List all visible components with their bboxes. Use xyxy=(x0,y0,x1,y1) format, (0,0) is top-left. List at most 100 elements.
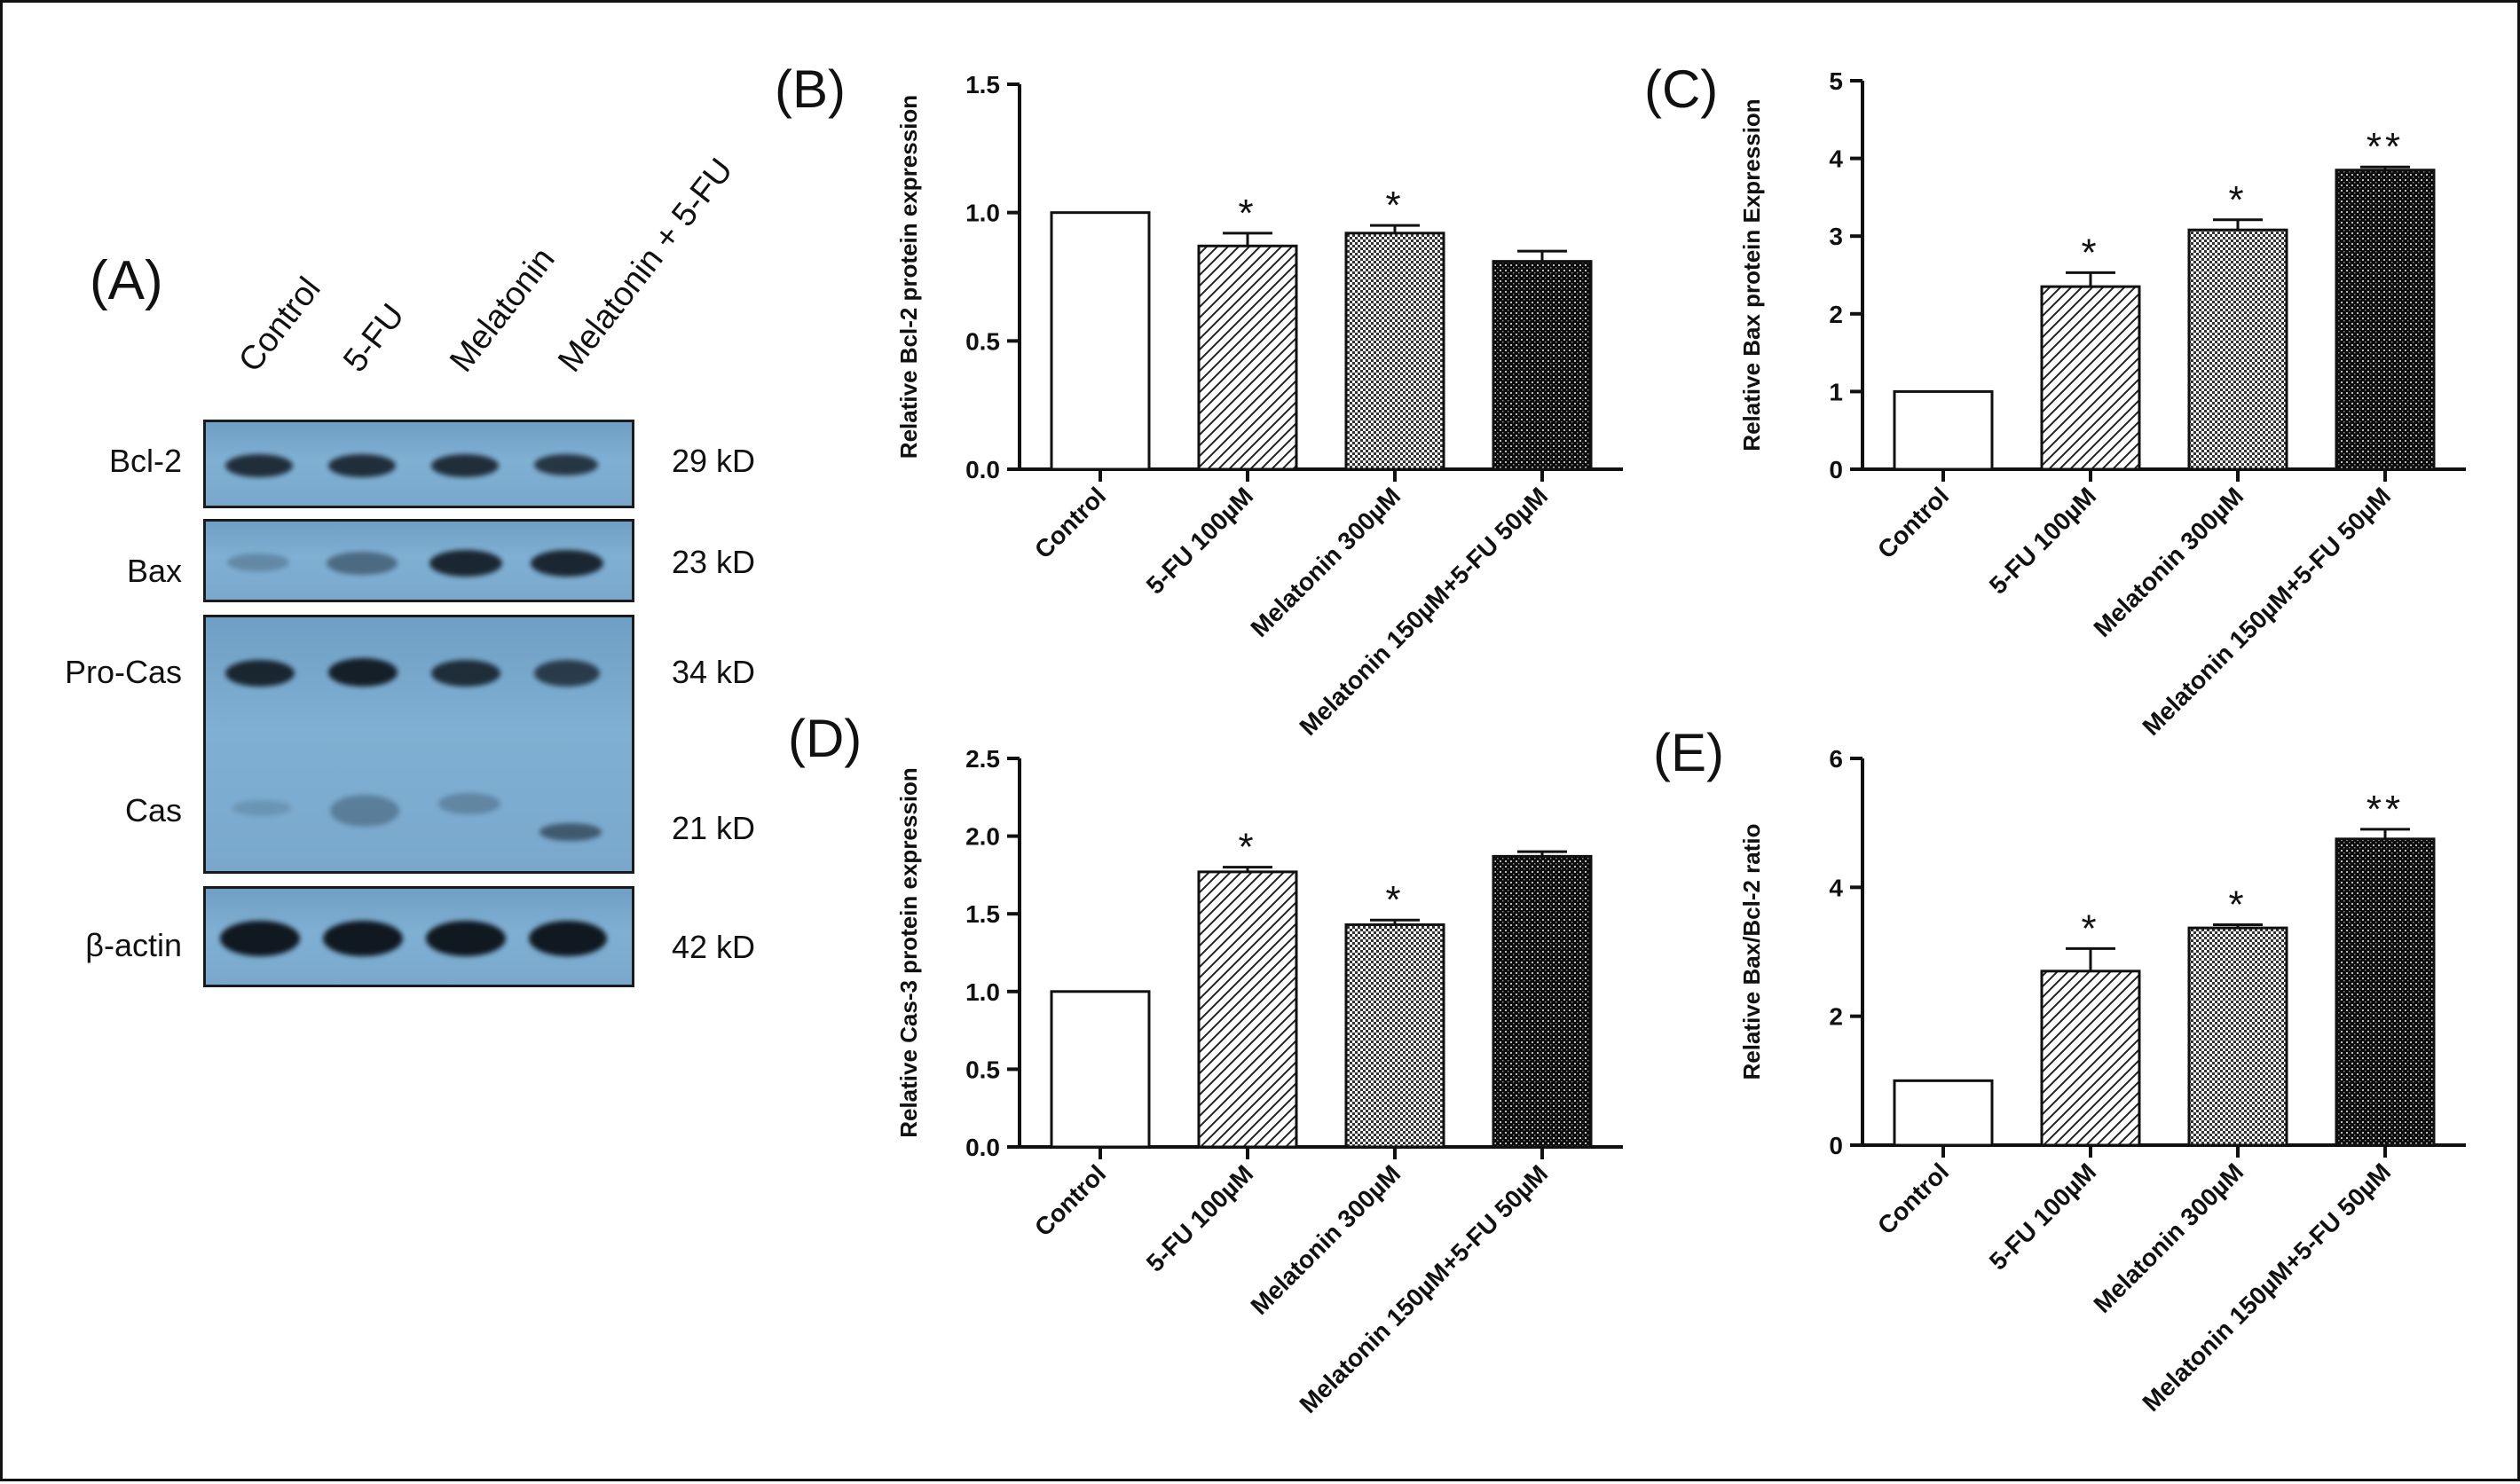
chart-b-ylabel: Relative Bcl-2 protein expression xyxy=(895,95,922,459)
panel-a-western-blot: (A) Control 5-FU Melatonin Melatonin + 5… xyxy=(3,3,801,1484)
band-procas-lane1 xyxy=(225,660,295,687)
chart-b-bar xyxy=(1050,211,1151,471)
band-bactin-lane3 xyxy=(426,921,506,956)
band-bcl2-lane2 xyxy=(328,454,396,477)
band-cas-lane1 xyxy=(232,800,291,816)
protein-label-bcl2: Bcl-2 xyxy=(108,443,182,479)
blot-strip-bax xyxy=(203,519,634,602)
chart-e-bar xyxy=(2040,970,2141,1147)
chart-d-ylabel: Relative Cas-3 protein expression xyxy=(895,767,922,1138)
chart-b-ytick-label: 1.0 xyxy=(965,200,1000,227)
chart-c-xtick-label: Melatonin 300µM xyxy=(2088,482,2248,642)
band-bcl2-lane1 xyxy=(225,454,293,477)
chart-d-ytick-label: 2.5 xyxy=(965,745,1000,773)
chart-b-significance: * xyxy=(1238,192,1256,235)
chart-e-significance: * xyxy=(2228,883,2247,926)
bar-charts: (B) 0.0 0.5 1.0 1.5 Relative Bcl-2 protein ex… xyxy=(775,59,2466,1418)
chart-b-ytick-label: 0.0 xyxy=(965,456,1000,483)
chart-e-ytick-label: 2 xyxy=(1829,1003,1843,1031)
band-bax-lane3 xyxy=(429,550,502,577)
chart-c-ytick-label: 0 xyxy=(1829,456,1843,483)
band-bactin-lane1 xyxy=(220,921,300,956)
chart-e-xtick-label: Melatonin 150µM+5-FU 50µM xyxy=(2138,1158,2397,1417)
band-bcl2-lane4 xyxy=(534,454,598,475)
chart-c-ytick-label: 2 xyxy=(1829,301,1843,328)
chart-e-significance: * xyxy=(2081,907,2099,950)
chart-c-ytick-label: 4 xyxy=(1829,145,1843,173)
band-bcl2-lane3 xyxy=(431,454,499,477)
band-procas-lane2 xyxy=(328,658,398,687)
chart-d-bar xyxy=(1344,923,1445,1149)
chart-c-ylabel: Relative Bax protein Expression xyxy=(1738,98,1765,451)
chart-e-significance: ** xyxy=(2366,788,2404,831)
chart-c-xtick-label: 5-FU 100µM xyxy=(1984,482,2101,599)
chart-b-xtick-label: Melatonin 150µM+5-FU 50µM xyxy=(1295,482,1554,741)
chart-e-ylabel: Relative Bax/Bcl-2 ratio xyxy=(1738,823,1765,1080)
kd-label-bactin: 42 kD xyxy=(672,929,756,965)
chart-e-ytick-label: 6 xyxy=(1829,745,1843,773)
chart-c-bar xyxy=(1893,389,1994,471)
kd-label-bcl2: 29 kD xyxy=(672,443,756,479)
band-bax-lane4 xyxy=(531,550,603,577)
band-bax-lane2 xyxy=(327,552,398,575)
panel-a-letter: (A) xyxy=(90,250,163,311)
protein-label-bactin: β-actin xyxy=(85,927,182,963)
chart-d-bar xyxy=(1492,854,1593,1149)
chart-c-significance: * xyxy=(2081,231,2099,274)
blot-strip-bactin xyxy=(203,886,634,987)
chart-d-xtick-label: Control xyxy=(1029,1159,1111,1241)
chart-e-bar xyxy=(2335,837,2436,1147)
kd-label-cas: 21 kD xyxy=(672,810,756,846)
band-bactin-lane2 xyxy=(323,921,403,956)
protein-label-cas: Cas xyxy=(124,792,182,828)
chart-c-xtick-label: Control xyxy=(1872,482,1954,563)
panel-b-letter: (B) xyxy=(775,59,846,119)
chart-d-xtick-label: Melatonin 150µM+5-FU 50µM xyxy=(1295,1159,1554,1418)
chart-c-bar xyxy=(2187,228,2288,471)
band-bactin-lane4 xyxy=(529,921,607,956)
band-procas-lane4 xyxy=(534,660,600,687)
chart-b-bar xyxy=(1197,244,1298,471)
chart-c-bar xyxy=(2040,285,2141,471)
chart-d-ytick-label: 1.5 xyxy=(965,900,1000,928)
band-cas-lane2 xyxy=(330,795,399,827)
chart-e-xtick-label: 5-FU 100µM xyxy=(1984,1158,2101,1275)
band-bax-lane1 xyxy=(227,554,289,571)
protein-label-bax: Bax xyxy=(126,553,182,589)
chart-b-ytick-label: 0.5 xyxy=(965,327,1000,355)
band-cas-lane4 xyxy=(539,823,602,841)
chart-c-significance: * xyxy=(2228,178,2247,222)
chart-b-xtick-label: 5-FU 100µM xyxy=(1141,482,1258,599)
chart-c: (C) 0 1 2 3 4 5 Relative Bax protein Expression… xyxy=(1644,59,2466,741)
chart-b-xtick-label: Melatonin 300µM xyxy=(1245,482,1406,642)
chart-d-significance: * xyxy=(1385,878,1404,922)
chart-b-ytick-label: 1.5 xyxy=(965,71,1000,98)
panel-c-letter: (C) xyxy=(1644,59,1718,119)
kd-label-bax: 23 kD xyxy=(672,544,756,580)
chart-e-ytick-label: 4 xyxy=(1829,874,1843,901)
chart-d-bar xyxy=(1197,870,1298,1149)
chart-c-significance: ** xyxy=(2366,125,2404,169)
chart-c-ytick-label: 5 xyxy=(1829,67,1843,95)
blot-strip-bcl2 xyxy=(203,420,634,508)
chart-e: (E) 0 2 4 6 Relative Bax/Bcl-2 ratio Control * 5… xyxy=(1653,723,2466,1417)
chart-e-bar xyxy=(2187,926,2288,1147)
panel-d-letter: (D) xyxy=(788,709,862,768)
blot-strip-caspase xyxy=(203,615,634,874)
chart-d-ytick-label: 2.0 xyxy=(965,823,1000,851)
chart-b-xtick-label: Control xyxy=(1029,482,1111,563)
chart-c-xtick-label: Melatonin 150µM+5-FU 50µM xyxy=(2138,482,2397,741)
chart-b: (B) 0.0 0.5 1.0 1.5 Relative Bcl-2 protein ex… xyxy=(775,59,1623,741)
chart-c-bar xyxy=(2335,169,2436,471)
chart-d-ytick-label: 0.0 xyxy=(965,1134,1000,1161)
chart-e-ytick-label: 0 xyxy=(1829,1132,1843,1159)
chart-e-xtick-label: Melatonin 300µM xyxy=(2088,1158,2248,1318)
chart-d-xtick-label: 5-FU 100µM xyxy=(1141,1159,1258,1276)
kd-label-procas: 34 kD xyxy=(672,654,756,690)
chart-d-ytick-label: 1.0 xyxy=(965,978,1000,1006)
chart-d-significance: * xyxy=(1238,826,1256,869)
chart-d-ytick-label: 0.5 xyxy=(965,1056,1000,1083)
chart-b-significance: * xyxy=(1385,184,1404,227)
protein-label-procas: Pro-Cas xyxy=(64,654,182,690)
